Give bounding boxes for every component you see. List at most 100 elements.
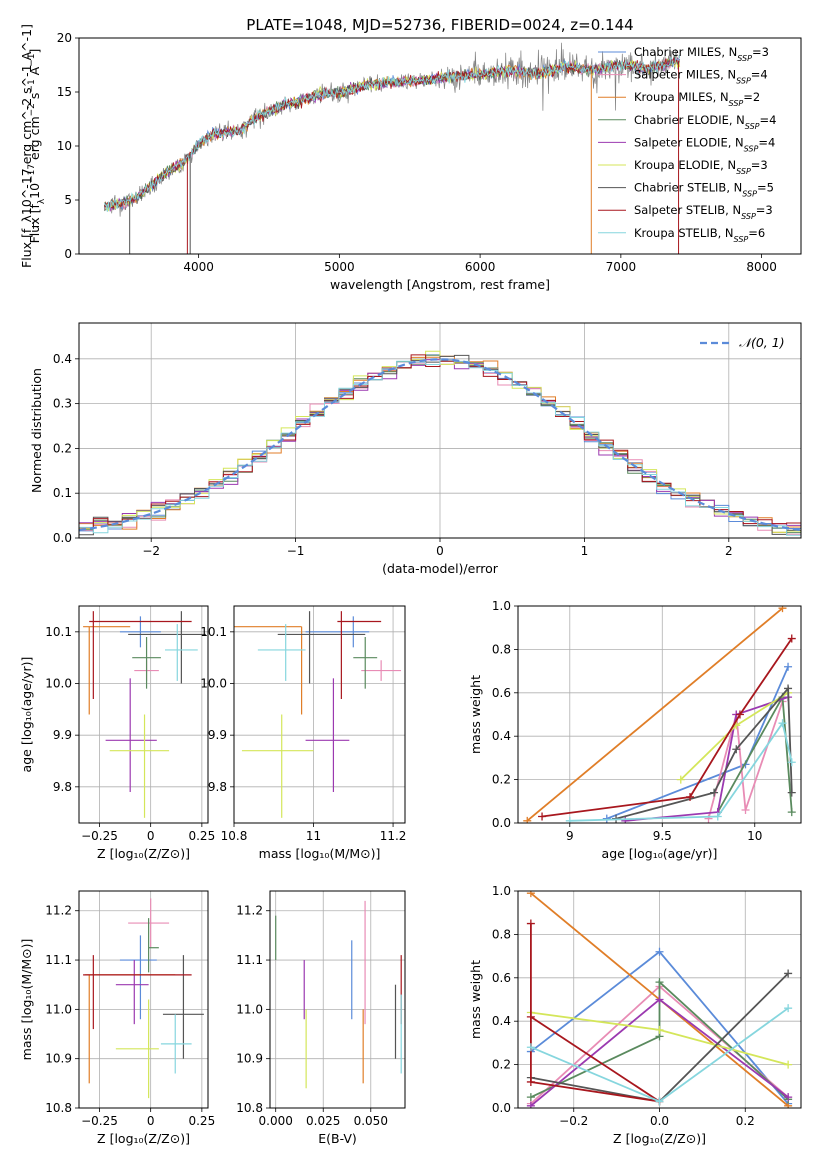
- mass-vs-ebv-panel: 0.000 0.025 0.050 10.8 10.9 11.0 11.1 11.2 E(B-V…: [236, 890, 406, 1146]
- normal-curve: [79, 358, 801, 532]
- data-point: [526, 891, 535, 898]
- x-tick-label: −2: [142, 544, 160, 558]
- y-axis-label: age [log₁₀(age/yr)]: [19, 657, 34, 773]
- data-point: [713, 812, 722, 821]
- y-tick-label: 0.0: [492, 1101, 511, 1115]
- y-tick-label: 20: [57, 31, 72, 45]
- errorbar-salpeter-elodie: [115, 960, 149, 1025]
- errorbar-kroupa-miles: [85, 974, 176, 1084]
- errorbar-salpeter-miles: [361, 660, 402, 681]
- legend-label: Salpeter MILES, NSSP=4: [634, 68, 768, 86]
- x-tick-label: 0.050: [354, 1114, 388, 1128]
- series-line: [625, 696, 789, 822]
- x-axis-label: mass [log₁₀(M/M⊙)]: [259, 846, 381, 861]
- x-axis-label: age [log₁₀(age/yr)]: [602, 846, 718, 861]
- y-axis-label: mass weight: [468, 960, 483, 1039]
- data-point: [655, 1097, 664, 1106]
- axes-frame: [233, 605, 406, 824]
- y-tick-label: 1.0: [492, 599, 511, 613]
- y-tick-label: 0.3: [53, 397, 72, 411]
- data-point: [526, 1012, 535, 1021]
- errorbar-salpeter-elodie: [305, 678, 350, 792]
- y-tick-label: 5: [64, 193, 72, 207]
- data-point: [735, 710, 744, 719]
- x-axis-label: Z [log₁₀(Z/Z⊙)]: [97, 846, 190, 861]
- mass-vs-ebv-marks: [275, 900, 402, 1089]
- errorbar-chabrier-stelib: [277, 611, 366, 684]
- data-point: [732, 745, 741, 754]
- y-tick-label: 10.0: [45, 677, 72, 691]
- y-tick-label: 0.4: [492, 729, 511, 743]
- y-tick-label: 0.8: [492, 927, 511, 941]
- x-tick-label: 0: [147, 1114, 155, 1128]
- weight-vs-age-panel: 9 9.5 10 0.0 0.2 0.4 0.6 0.8 1.0 age [log₁₀(age/y…: [468, 599, 802, 861]
- mass-vs-Z-marks: [83, 898, 204, 1099]
- x-axis-label: Z [log₁₀(Z/Z⊙)]: [97, 1131, 190, 1146]
- y-tick-label: 11.1: [236, 953, 263, 967]
- x-tick-label: 2: [725, 544, 733, 558]
- x-tick-label: 11: [306, 829, 321, 843]
- errorbar-chabrier-elodie: [148, 918, 159, 973]
- y-tick-label: 10: [57, 139, 72, 153]
- errorbar-salpeter-stelib: [337, 611, 382, 699]
- y-tick-label: 9.8: [208, 780, 227, 794]
- data-point: [784, 1093, 793, 1102]
- data-point: [778, 606, 787, 613]
- model-spectrum-salpeter-stelib: [103, 56, 679, 209]
- data-point: [526, 1077, 535, 1086]
- axes-frame: [517, 605, 802, 824]
- y-tick-label: 1.0: [492, 884, 511, 898]
- spectrum-panel: 4000 5000 6000 7000 8000 0 5 10 15 20 wavelength […: [19, 16, 802, 292]
- y-tick-label: 11.2: [45, 904, 72, 918]
- y-tick-label: 0.4: [53, 352, 72, 366]
- data-point: [787, 788, 796, 797]
- x-tick-label: 8000: [746, 260, 777, 274]
- data-point: [741, 805, 750, 814]
- data-point: [655, 1025, 664, 1034]
- x-tick-label: 6000: [465, 260, 496, 274]
- y-tick-label: 0.6: [492, 686, 511, 700]
- errorbar-kroupa-elodie: [115, 999, 159, 1099]
- y-axis-label: mass weight: [468, 675, 483, 754]
- errorbar-salpeter-elodie: [105, 678, 157, 792]
- x-tick-label: 0.25: [188, 829, 215, 843]
- axes-frame: [269, 890, 406, 1109]
- x-tick-label: 0.025: [306, 1114, 340, 1128]
- spectrum-marks: [103, 42, 681, 254]
- errorbar-chabrier-elodie: [132, 637, 161, 689]
- x-tick-label: −0.25: [81, 829, 118, 843]
- errorbar-salpeter-stelib: [89, 611, 192, 699]
- data-point: [676, 775, 685, 784]
- x-axis-label: wavelength [Angstrom, rest frame]: [330, 277, 550, 292]
- errorbar-kroupa-stelib: [257, 624, 306, 681]
- series-salpeter-stelib: [538, 634, 796, 821]
- axes-frame: [78, 605, 209, 824]
- x-tick-label: 10: [747, 829, 762, 843]
- x-tick-label: −1: [287, 544, 305, 558]
- y-tick-label: 10.1: [200, 625, 227, 639]
- model-spectrum-kroupa-stelib: [103, 54, 681, 213]
- axes-frame: [78, 890, 209, 1109]
- y-tick-label: 0: [64, 247, 72, 261]
- data-point: [686, 792, 695, 801]
- errorbar-kroupa-elodie: [109, 714, 170, 818]
- data-point: [538, 812, 547, 821]
- y-tick-label: 0.2: [492, 773, 511, 787]
- y-tick-label: 0.6: [492, 971, 511, 985]
- y-tick-label: 11.0: [45, 1002, 72, 1016]
- data-point: [655, 947, 664, 956]
- series-chabrier-elodie: [526, 978, 793, 1104]
- data-point: [787, 634, 796, 643]
- y-tick-label: 10.8: [236, 1101, 263, 1115]
- errorbar-chabrier-elodie: [353, 637, 378, 689]
- data-point: [621, 816, 630, 823]
- y-tick-label: 10.9: [45, 1052, 72, 1066]
- legend-label: 𝒩(0, 1): [739, 335, 785, 350]
- y-tick-label: 0.2: [53, 441, 72, 455]
- data-point: [784, 1004, 793, 1013]
- y-tick-label: 0.1: [53, 486, 72, 500]
- data-point: [655, 978, 664, 987]
- x-tick-label: 9.5: [653, 829, 672, 843]
- errorbar-kroupa-stelib: [165, 624, 198, 681]
